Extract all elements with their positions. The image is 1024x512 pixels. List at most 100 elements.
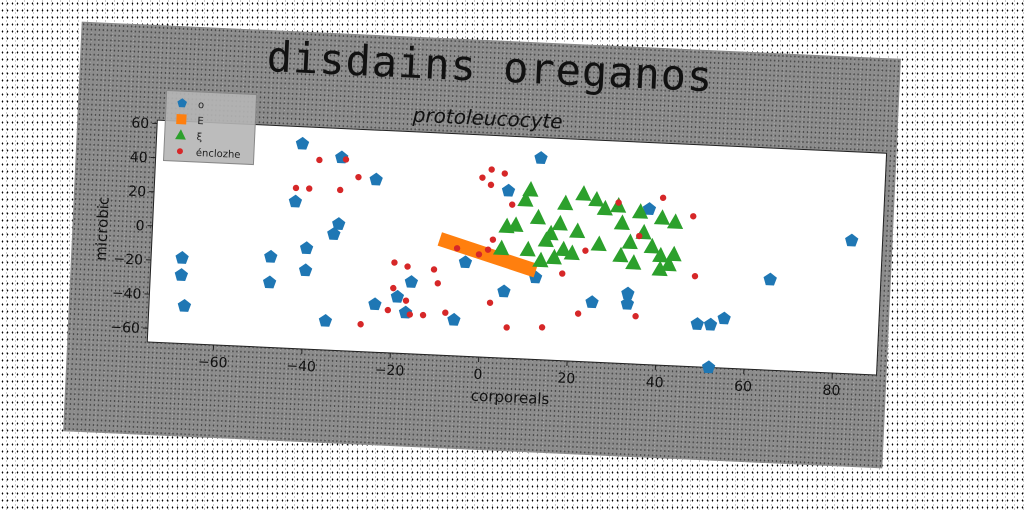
data-point-enclozhe [355, 173, 362, 181]
data-point-enclozhe [404, 263, 411, 270]
data-point-enclozhe [336, 186, 344, 194]
data-point-enclozhe [475, 251, 483, 258]
data-point-o [262, 275, 277, 289]
data-point-o [703, 317, 718, 331]
data-point-xi [666, 213, 684, 230]
data-point-enclozhe [292, 184, 300, 192]
x-tick-label: −60 [198, 354, 228, 371]
data-point-xi [557, 194, 574, 211]
legend-marker [175, 129, 186, 140]
data-point-xi [588, 190, 605, 207]
legend-label: énclozhe [196, 147, 241, 161]
data-point-enclozhe [430, 266, 438, 273]
data-point-o [175, 251, 189, 264]
data-point-xi [625, 254, 642, 270]
y-tick-label: 20 [128, 184, 147, 201]
data-point-o [174, 268, 189, 281]
data-point-xi [660, 255, 677, 272]
data-point-o [845, 233, 859, 247]
data-point-o [288, 194, 303, 208]
data-point-enclozhe [659, 194, 667, 202]
data-point-enclozhe [509, 201, 516, 208]
data-point-enclozhe [488, 166, 495, 173]
data-point-enclozhe [574, 310, 582, 317]
data-point-o [763, 272, 777, 286]
data-point-enclozhe [632, 313, 639, 320]
data-point-xi [551, 214, 568, 231]
legend-label: E [197, 116, 204, 127]
x-tick-label: 80 [822, 383, 841, 400]
data-point-xi [653, 209, 671, 225]
data-point-o [390, 289, 405, 303]
data-point-o [327, 227, 341, 240]
data-point-o [621, 286, 635, 300]
data-point-enclozhe [582, 247, 589, 254]
data-point-o [701, 360, 716, 374]
legend-box [162, 90, 258, 166]
data-point-xi [498, 217, 515, 234]
data-point-enclozhe [489, 236, 497, 243]
data-point-xi [651, 260, 668, 277]
x-tick-label: 60 [734, 379, 753, 396]
data-point-enclozhe [419, 311, 427, 319]
legend-marker [176, 148, 183, 155]
data-point-xi [554, 240, 572, 257]
data-point-enclozhe [306, 185, 313, 192]
legend-label: o [198, 100, 205, 111]
data-point-xi [569, 222, 586, 239]
x-tick-label: 20 [557, 371, 576, 388]
data-point-o [497, 284, 511, 298]
data-point-xi [532, 251, 549, 268]
data-point-o [501, 183, 516, 197]
data-point-enclozhe [406, 311, 414, 318]
data-point-enclozhe [357, 321, 364, 328]
data-point-o [447, 312, 461, 326]
data-point-enclozhe [501, 170, 508, 177]
data-point-xi [590, 235, 607, 252]
y-tick-label: 40 [129, 150, 148, 167]
series-e-band [437, 232, 538, 278]
x-tick-label: 0 [473, 367, 483, 383]
data-point-xi [517, 191, 534, 207]
data-point-o [585, 295, 599, 309]
data-point-o [717, 311, 731, 325]
data-point-o [332, 217, 346, 230]
y-tick-label: 60 [131, 115, 150, 132]
x-tick-label: 40 [645, 375, 664, 392]
legend-marker [176, 114, 187, 125]
data-point-enclozhe [636, 232, 643, 240]
data-point-enclozhe [384, 306, 392, 314]
y-tick-label: 0 [135, 218, 145, 234]
data-point-o [299, 241, 314, 255]
data-point-enclozhe [402, 297, 410, 304]
data-point-o [318, 313, 333, 327]
data-point-enclozhe [390, 284, 397, 292]
legend-label: ξ [196, 132, 202, 143]
data-point-o [298, 263, 313, 277]
data-point-enclozhe [690, 213, 697, 220]
data-point-o [458, 255, 473, 269]
y-axis-label: microbic [92, 196, 113, 261]
data-point-o [642, 202, 657, 216]
data-point-enclozhe [484, 246, 492, 253]
data-point-xi [537, 231, 554, 248]
data-point-xi [612, 246, 629, 263]
data-point-xi [519, 240, 536, 257]
data-point-xi [631, 203, 649, 219]
data-point-o [404, 275, 419, 288]
data-point-enclozhe [487, 181, 495, 189]
data-point-enclozhe [486, 299, 494, 306]
y-tick-label: −60 [110, 320, 140, 337]
data-point-o [264, 249, 278, 263]
data-point-o [368, 297, 382, 311]
x-tick-label: −20 [374, 362, 404, 379]
data-point-enclozhe [538, 324, 546, 331]
data-point-xi [613, 214, 630, 230]
data-point-xi [643, 237, 660, 254]
data-point-o [690, 317, 705, 331]
data-point-enclozhe [453, 245, 461, 252]
data-point-enclozhe [559, 270, 566, 277]
data-point-enclozhe [442, 309, 449, 316]
data-point-enclozhe [503, 324, 510, 331]
data-point-o [369, 172, 383, 186]
